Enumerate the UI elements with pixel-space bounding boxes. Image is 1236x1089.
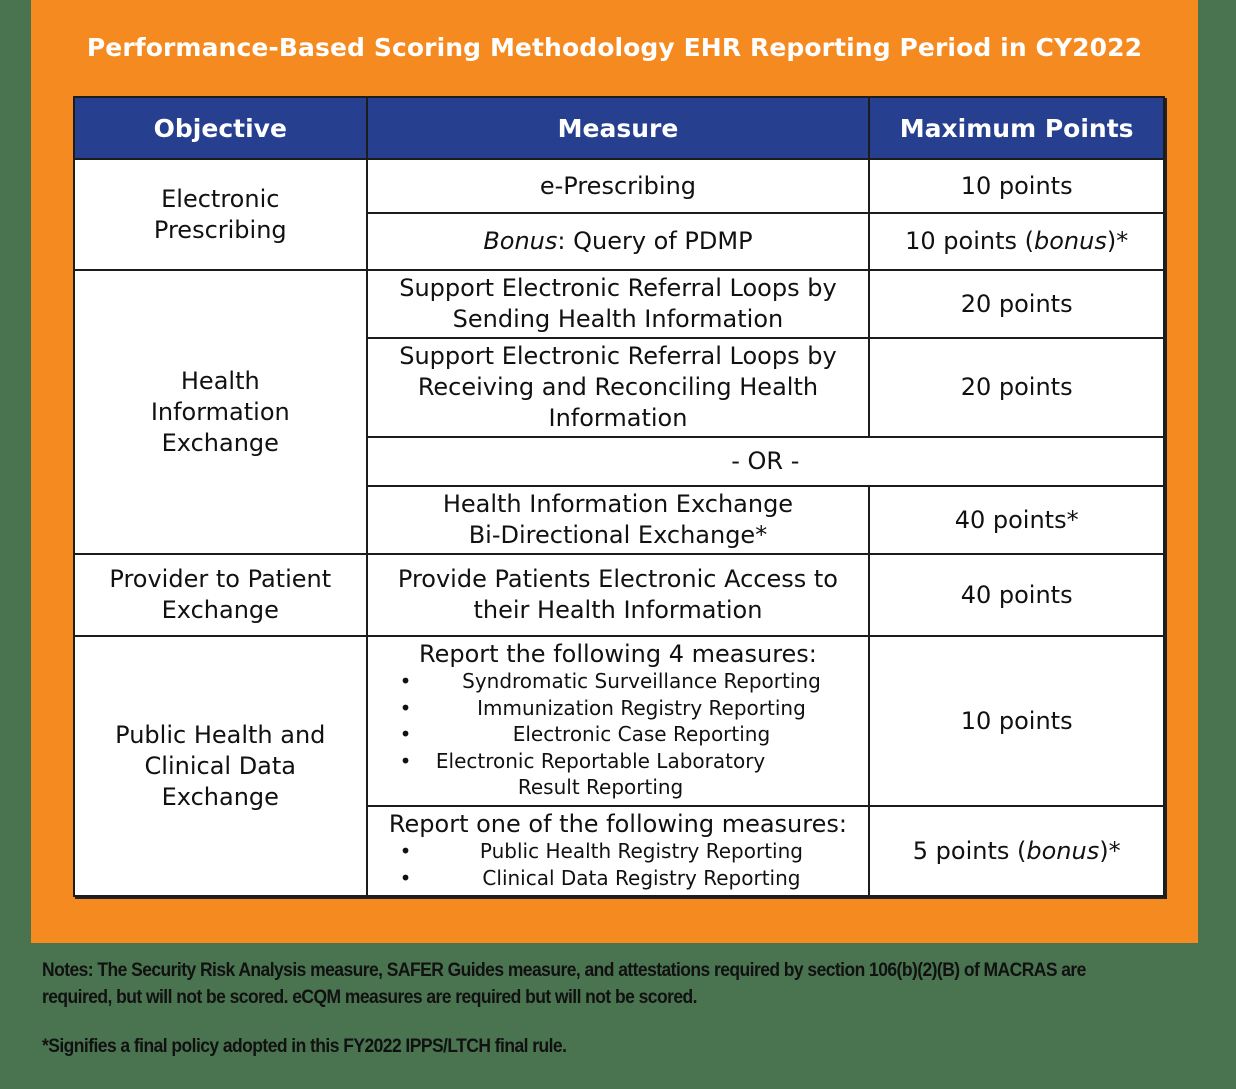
points-pdmp: 10 points (bonus)* [868, 212, 1165, 271]
measure-pdmp: Bonus: Query of PDMP [365, 212, 871, 271]
one-measure-list: Public Health Registry Reporting Clinica… [374, 838, 863, 891]
header-maximum-points: Maximum Points [868, 96, 1165, 160]
points-bidirectional: 40 points* [868, 485, 1165, 555]
table-row: Report one of the following measures: Pu… [74, 805, 1165, 897]
table-row: Electronic Prescribing e-Prescribing 10 … [73, 158, 1165, 271]
objective-provider-to-patient: Provider to Patient Exchange [73, 553, 368, 637]
table-row: Support Electronic Referral Loops by Rec… [74, 337, 1165, 438]
header-objective: Objective [73, 96, 368, 160]
measure-eprescribing: e-Prescribing [365, 158, 871, 214]
table-row: Bonus: Query of PDMP 10 points (bonus)* [74, 212, 1165, 271]
objective-health-information-exchange: Health Information Exchange [73, 269, 368, 555]
measure-bidirectional: Health Information Exchange Bi-Direction… [365, 485, 871, 555]
page-title: Performance-Based Scoring Methodology EH… [86, 33, 1143, 62]
points-four-measures: 10 points [868, 635, 1165, 807]
table-header-row: Objective Measure Maximum Points [73, 96, 1165, 160]
table-row: Health Information Exchange Support Elec… [73, 269, 1165, 555]
measure-patient-access: Provide Patients Electronic Access to th… [365, 553, 871, 637]
scoring-panel: Performance-Based Scoring Methodology EH… [31, 0, 1198, 943]
scoring-table: Objective Measure Maximum Points Electro… [73, 96, 1166, 897]
points-referral-receiving: 20 points [868, 337, 1165, 438]
table-row: Public Health and Clinical Data Exchange… [73, 635, 1165, 897]
list-item: Immunization Registry Reporting [400, 695, 863, 722]
header-measure: Measure [365, 96, 871, 160]
measure-four-measures: Report the following 4 measures: Syndrom… [365, 635, 871, 807]
points-eprescribing: 10 points [868, 158, 1165, 214]
points-referral-sending: 20 points [868, 269, 1165, 339]
objective-electronic-prescribing: Electronic Prescribing [73, 158, 368, 271]
measure-one-measure: Report one of the following measures: Pu… [365, 805, 871, 897]
points-patient-access: 40 points [868, 553, 1165, 637]
measure-referral-sending: Support Electronic Referral Loops by Sen… [365, 269, 871, 339]
list-item: Electronic Case Reporting [400, 721, 863, 748]
table-row: Health Information Exchange Bi-Direction… [74, 485, 1165, 555]
footnote-text: *Signifies a final policy adopted in thi… [42, 1036, 567, 1057]
list-item: Clinical Data Registry Reporting [400, 865, 863, 892]
table-row-or: - OR - [74, 436, 1166, 487]
notes-text: Notes: The Security Risk Analysis measur… [42, 960, 1086, 1008]
list-item: Public Health Registry Reporting [400, 838, 863, 865]
four-measures-list: Syndromatic Surveillance Reporting Immun… [374, 668, 863, 801]
objective-public-health: Public Health and Clinical Data Exchange [73, 635, 368, 897]
list-item: Electronic Reportable Laboratory Result … [400, 748, 781, 801]
measure-referral-receiving: Support Electronic Referral Loops by Rec… [365, 337, 871, 438]
or-divider: - OR - [365, 436, 1166, 487]
list-item: Syndromatic Surveillance Reporting [400, 668, 863, 695]
table-row: Provider to Patient Exchange Provide Pat… [73, 553, 1165, 637]
points-one-measure: 5 points (bonus)* [868, 805, 1165, 897]
